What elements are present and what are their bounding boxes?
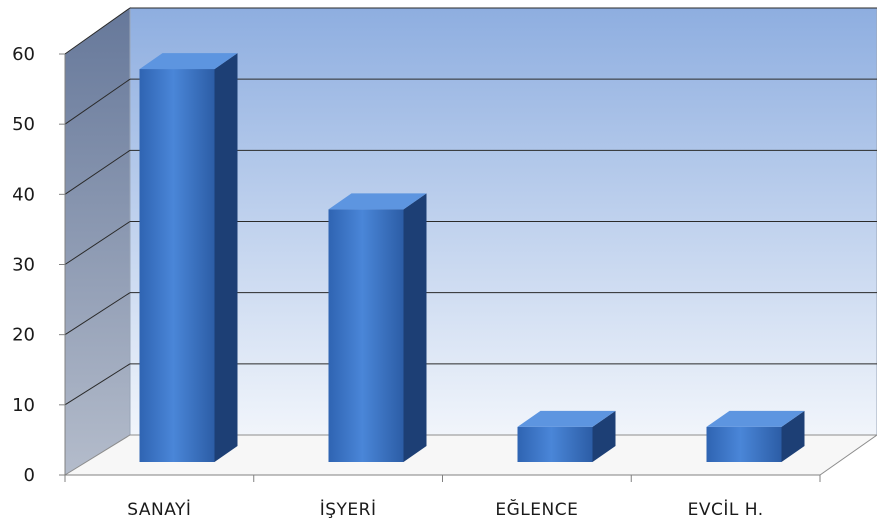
- gridline-side: [64, 221, 131, 265]
- gridline-side: [64, 149, 131, 195]
- bar-side: [592, 410, 616, 462]
- gridline-side: [64, 78, 131, 125]
- y-tick-label: 30: [12, 255, 35, 276]
- y-tick-label: 20: [12, 325, 35, 346]
- y-tick-label: 40: [12, 184, 35, 205]
- bar-front: [139, 69, 215, 463]
- x-tick-label: SANAYİ: [127, 499, 191, 520]
- y-tick-label: 10: [12, 395, 35, 416]
- bar-side: [403, 193, 427, 462]
- gridline-side: [64, 363, 131, 406]
- bar-top: [517, 410, 616, 427]
- y-tick-label: 50: [12, 114, 35, 135]
- bars: [139, 53, 805, 463]
- gridline-side: [64, 292, 131, 336]
- bar: [139, 53, 238, 463]
- x-axis: SANAYİ İŞYERİ EĞLENCE EVCİL H.: [64, 474, 821, 520]
- bar: [328, 193, 427, 462]
- gridline-side: [64, 7, 131, 55]
- bar-top: [139, 53, 238, 70]
- bar: [517, 410, 616, 462]
- y-tick-label: 60: [12, 44, 35, 65]
- bar: [706, 410, 805, 462]
- bar-top: [706, 410, 805, 427]
- side-wall: [64, 7, 131, 476]
- bar-side: [781, 410, 805, 462]
- bar-side: [214, 53, 238, 463]
- x-tick-label: EVCİL H.: [688, 499, 764, 520]
- bar-front: [517, 426, 593, 462]
- bar-front: [328, 209, 404, 462]
- bar-front: [706, 426, 782, 462]
- x-tick-label: İŞYERİ: [320, 499, 377, 520]
- gridlines: [64, 7, 877, 406]
- bar-top: [328, 193, 427, 210]
- y-tick-label: 0: [24, 465, 35, 486]
- y-axis: 0 10 20 30 40 50 60: [12, 44, 66, 486]
- x-tick-label: EĞLENCE: [495, 498, 578, 520]
